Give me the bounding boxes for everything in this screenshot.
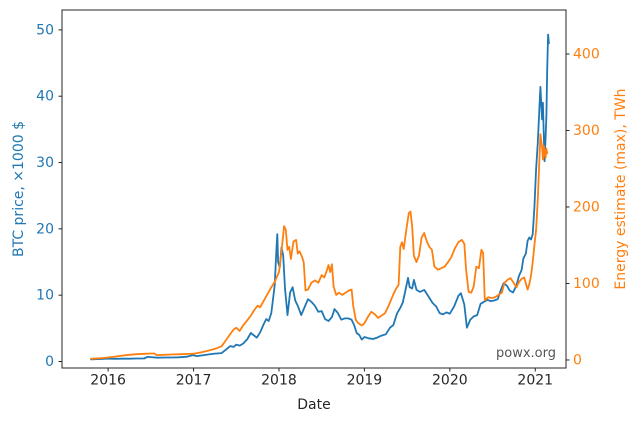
right-tick-label: 200 [573,199,600,215]
x-tick-label: 2020 [432,373,468,389]
x-axis-label: Date [297,397,331,413]
x-tick-label: 2021 [517,373,553,389]
x-tick-label: 2019 [347,373,383,389]
left-y-axis-label: BTC price, ×1000 $ [11,120,27,258]
left-tick-label: 10 [36,288,54,304]
watermark: powx.org [496,346,556,361]
left-tick-label: 40 [36,89,54,105]
btc-price-line [90,33,550,361]
left-tick-label: 20 [36,221,54,237]
right-tick-label: 400 [573,46,600,62]
axes-frame [61,9,567,369]
right-tick-label: 100 [573,276,600,292]
left-tick-label: 30 [36,155,54,171]
right-tick-label: 300 [573,123,600,139]
x-tick-label: 2018 [261,373,297,389]
right-y-axis-label: Energy estimate (max), TWh [613,88,629,290]
right-tick-label: 0 [573,352,582,368]
left-tick-label: 0 [45,354,54,370]
left-tick-label: 50 [36,22,54,38]
x-tick-label: 2017 [176,373,212,389]
energy-estimate-line [90,133,549,360]
x-tick-label: 2016 [90,373,126,389]
